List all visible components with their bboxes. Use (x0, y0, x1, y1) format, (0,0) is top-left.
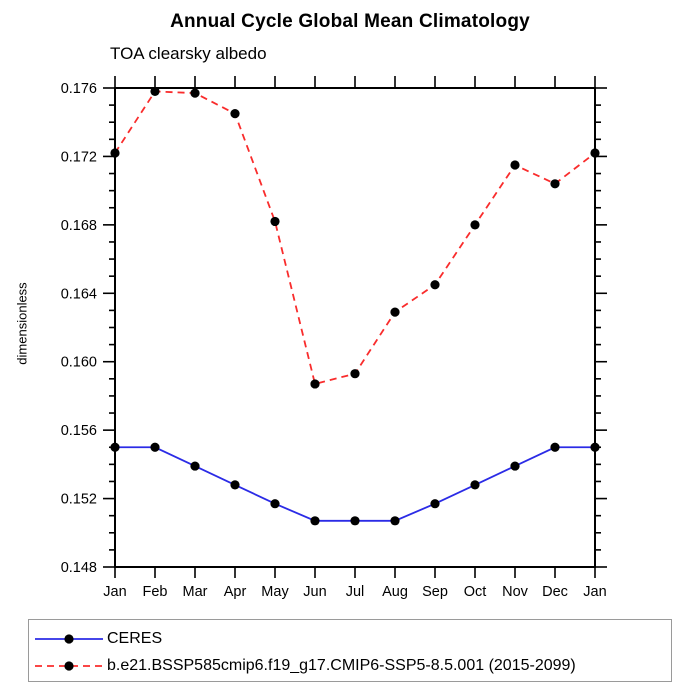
data-point-1 (470, 220, 480, 230)
data-point-1 (110, 148, 120, 158)
x-tick-label: Jan (103, 584, 126, 600)
data-point-0 (550, 442, 560, 452)
data-point-0 (230, 480, 240, 490)
data-point-0 (510, 461, 520, 471)
plot-area: Jan Feb Mar Apr May Jun Jul Aug Sep Oct Nov Dec Jan 0… (61, 76, 607, 600)
y-tick-label: 0.148 (61, 560, 97, 576)
y-tick-label: 0.172 (61, 149, 97, 165)
legend: CERES b.e21.BSSP585cmip6.f19_g17.CMIP6-S… (28, 619, 672, 682)
legend-item-model: b.e21.BSSP585cmip6.f19_g17.CMIP6-SSP5-8.… (34, 652, 671, 679)
data-point-1 (150, 86, 160, 97)
y-tick-label: 0.152 (61, 492, 97, 508)
legend-line-sample-solid (35, 633, 103, 644)
x-tick-label: Apr (224, 584, 247, 600)
y-tick-label: 0.160 (61, 355, 97, 371)
y-tick-label: 0.156 (61, 423, 97, 439)
data-point-1 (510, 160, 520, 170)
y-tick-label: 0.168 (61, 218, 97, 234)
legend-item-ceres: CERES (34, 625, 671, 652)
x-tick-label: Sep (422, 584, 448, 600)
x-tick-label: Dec (542, 584, 568, 600)
data-point-1 (430, 280, 440, 290)
data-point-1 (390, 307, 400, 317)
x-tick-label: Jun (303, 584, 326, 600)
legend-line-sample-dashed (35, 660, 103, 671)
x-tick-label: Mar (183, 584, 208, 600)
x-tick-label: Oct (464, 584, 487, 600)
data-point-0 (190, 461, 200, 471)
x-tick-label: Jan (583, 584, 606, 600)
data-point-0 (390, 516, 400, 526)
data-point-0 (470, 480, 480, 490)
y-tick-label: 0.176 (61, 81, 97, 97)
data-point-0 (350, 516, 360, 526)
data-point-1 (310, 379, 320, 389)
data-point-1 (270, 216, 280, 227)
y-tick-label: 0.164 (61, 286, 97, 302)
data-point-1 (550, 179, 560, 189)
chart-title: Annual Cycle Global Mean Climatology (170, 11, 530, 32)
data-point-1 (590, 148, 600, 158)
data-point-0 (150, 442, 160, 452)
plot-frame (114, 87, 596, 568)
legend-label-ceres: CERES (107, 629, 163, 647)
chart-subtitle: TOA clearsky albedo (110, 44, 267, 63)
data-point-1 (350, 369, 360, 379)
legend-label-model: b.e21.BSSP585cmip6.f19_g17.CMIP6-SSP5-8.… (107, 656, 576, 674)
series-line-1 (114, 90, 596, 386)
x-tick-label: Jul (346, 584, 365, 600)
data-point-0 (430, 499, 440, 509)
data-point-0 (310, 516, 320, 526)
x-tick-label: Aug (382, 584, 408, 600)
x-tick-label: May (261, 584, 289, 600)
data-point-0 (110, 442, 120, 452)
data-point-1 (230, 109, 240, 119)
data-point-0 (590, 442, 600, 452)
series-line-0 (115, 446, 595, 522)
x-tick-label: Feb (143, 584, 168, 600)
x-tick-label: Nov (502, 584, 529, 600)
data-point-0 (270, 499, 280, 509)
data-point-1 (190, 88, 200, 98)
